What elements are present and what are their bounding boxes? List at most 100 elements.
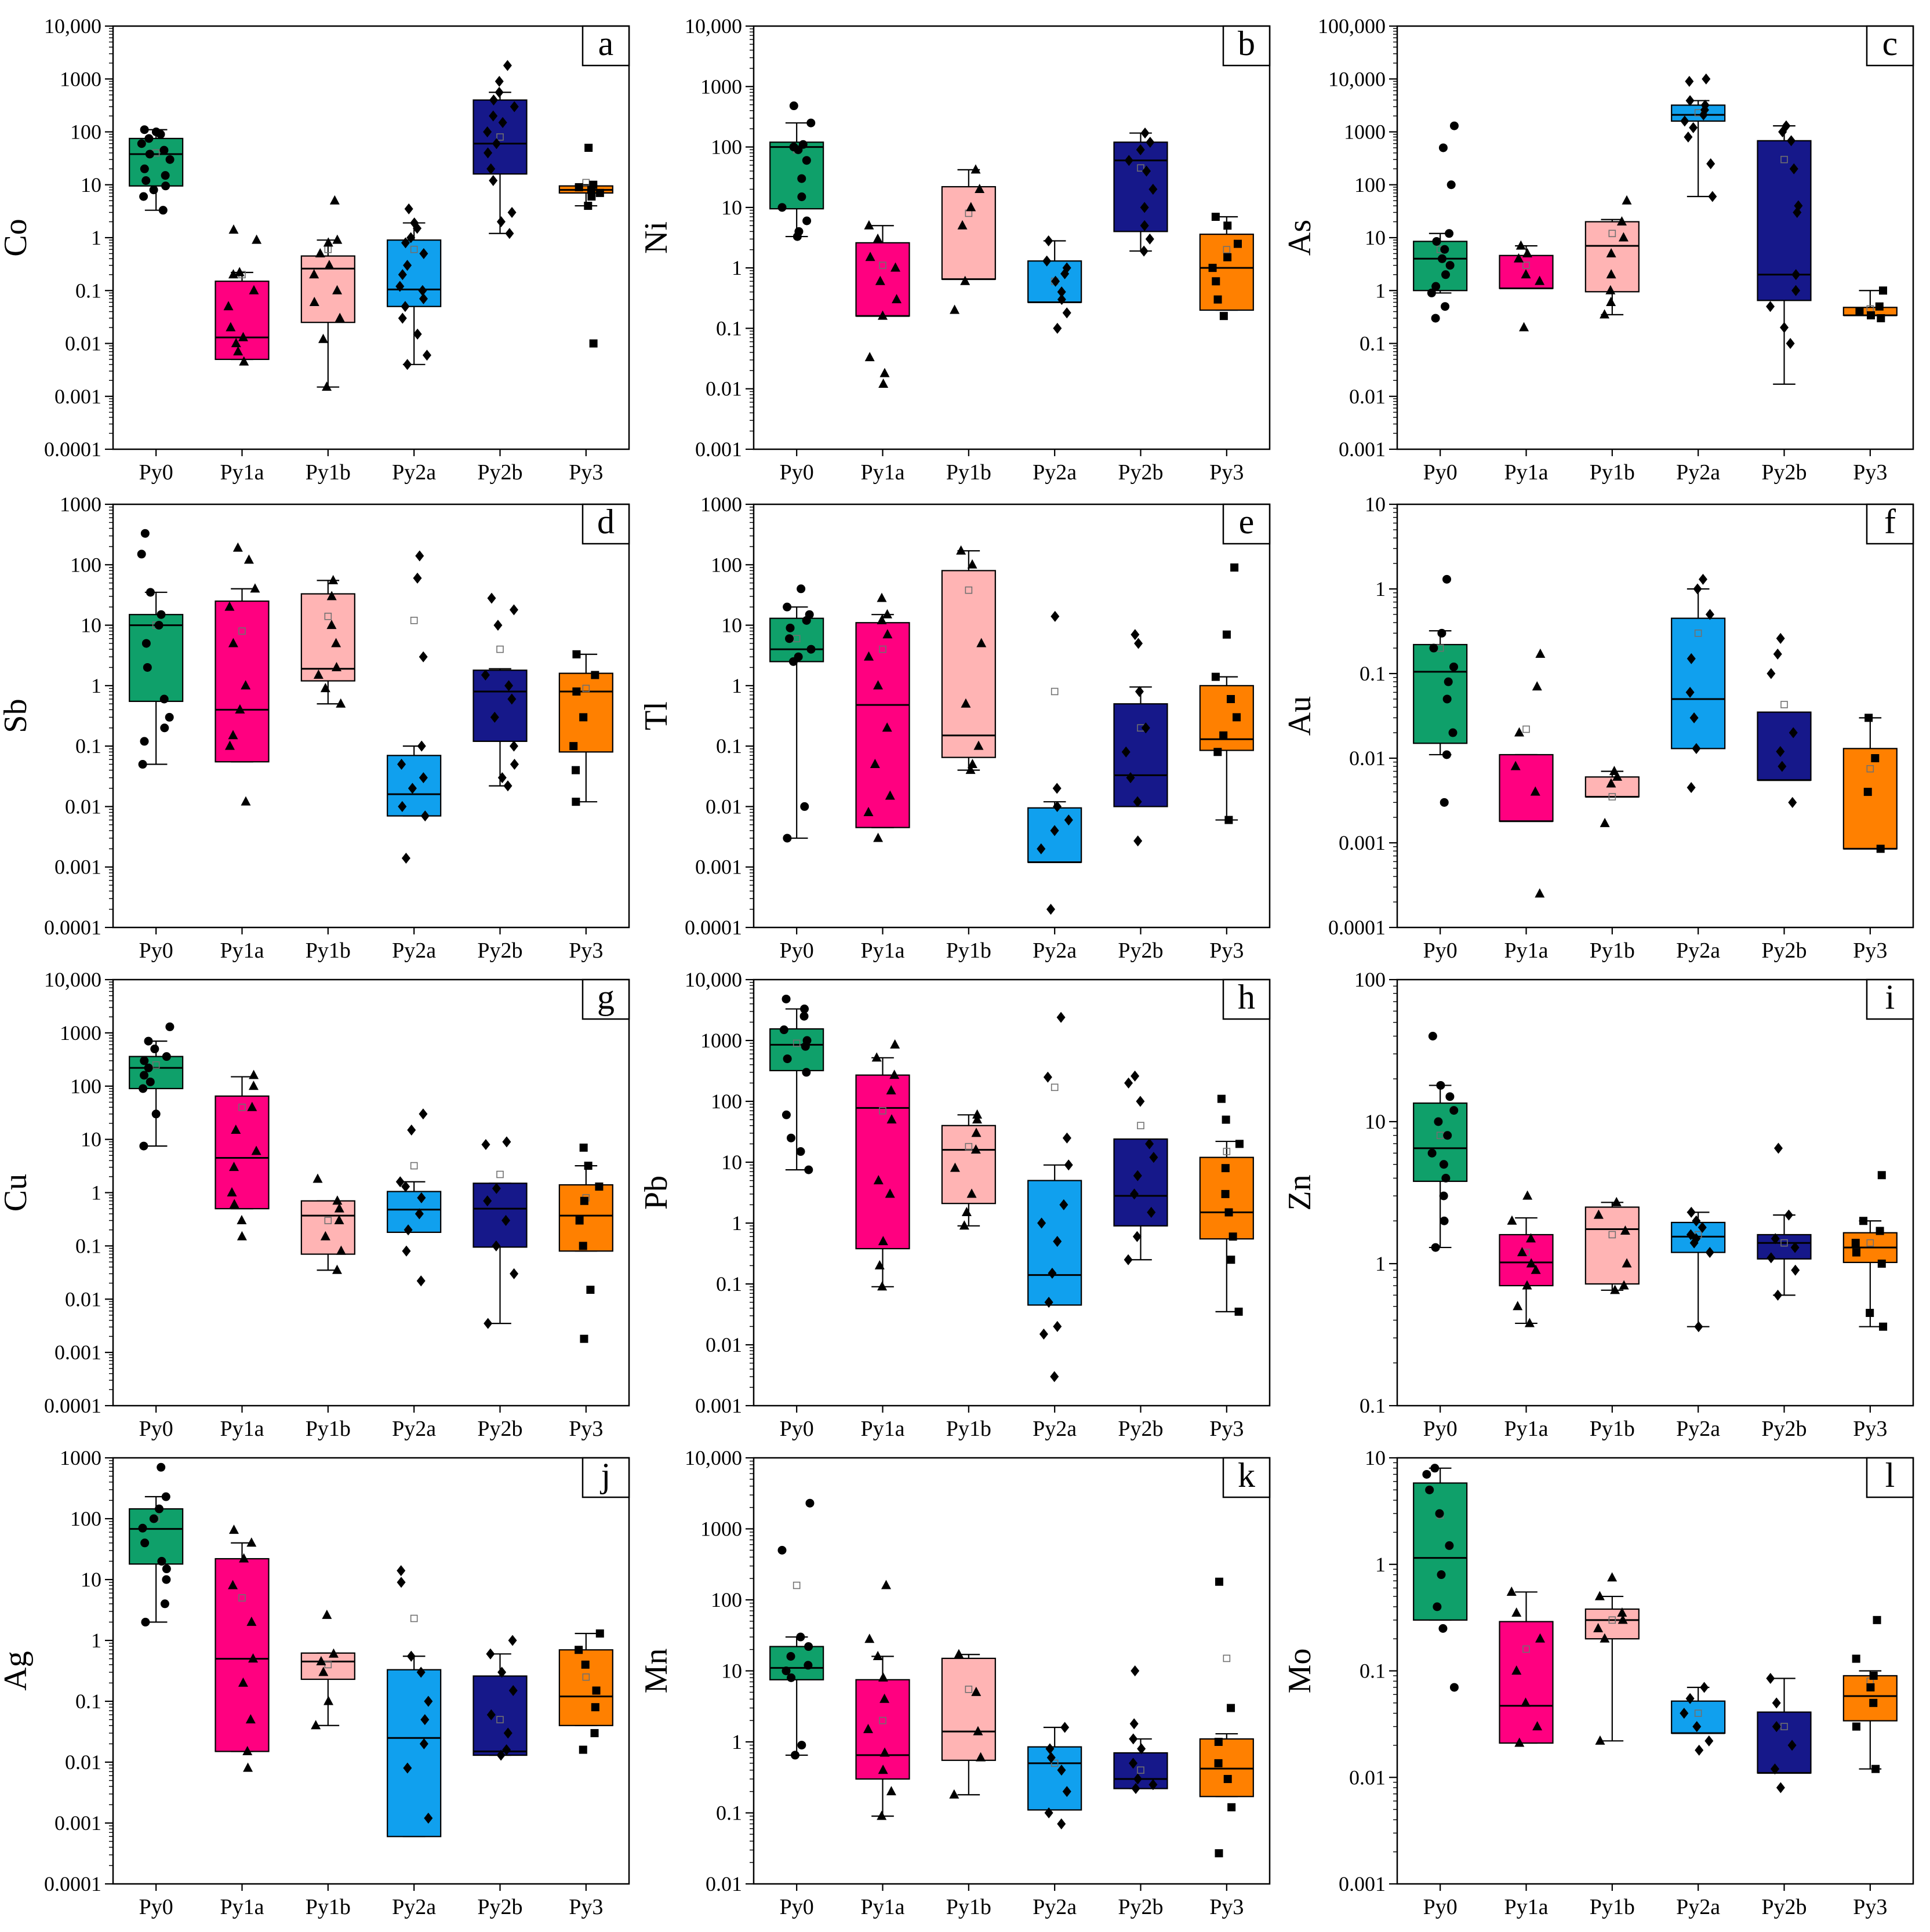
x-tick-label: Py0 <box>1423 1417 1458 1441</box>
data-point <box>1133 1170 1142 1181</box>
data-point <box>332 234 343 244</box>
data-point <box>224 601 235 611</box>
mean-marker <box>1522 1645 1530 1653</box>
data-point <box>1437 1570 1446 1580</box>
data-point <box>490 711 499 723</box>
data-point <box>873 1175 884 1185</box>
data-point <box>1510 761 1521 770</box>
data-point <box>243 1762 253 1772</box>
data-point <box>144 134 154 143</box>
data-point <box>1208 264 1217 272</box>
data-point <box>586 1286 595 1294</box>
panel-f: 0.0001 0.001 0.01 0.1 1 10 Py0 Py1a Py1b Py2a Py2b… <box>1282 493 1914 963</box>
y-tick-label: 0.1 <box>1360 332 1386 355</box>
data-point <box>157 1556 166 1566</box>
data-point <box>885 790 895 800</box>
box-Py0 <box>1413 1464 1468 1692</box>
box-Py0 <box>129 529 184 769</box>
y-tick-label: 10,000 <box>685 1446 742 1469</box>
data-point <box>165 155 175 164</box>
y-tick-label: 10 <box>721 614 742 637</box>
data-point <box>419 772 428 784</box>
data-point <box>1776 1782 1785 1793</box>
box-Py1b <box>1584 766 1640 827</box>
data-point <box>484 1318 493 1329</box>
data-point <box>1449 1106 1459 1115</box>
data-point <box>782 994 791 1003</box>
y-tick-label: 10,000 <box>44 968 101 991</box>
data-point <box>1062 1786 1071 1798</box>
iqr-box <box>1671 104 1726 122</box>
x-tick-label: Py0 <box>780 460 814 485</box>
iqr-box <box>855 622 910 828</box>
x-tick-label: Py2b <box>1761 460 1807 485</box>
iqr-box <box>855 242 910 317</box>
box-Py3 <box>1199 1094 1254 1316</box>
data-point <box>417 1192 426 1203</box>
y-axis-label: As <box>1282 220 1318 256</box>
data-point <box>1148 1779 1158 1791</box>
data-point <box>1772 1721 1781 1733</box>
data-point <box>248 1653 259 1663</box>
data-point <box>1136 144 1145 155</box>
data-point <box>1215 1577 1223 1586</box>
data-point <box>804 1642 813 1651</box>
data-point <box>949 1789 959 1799</box>
data-point <box>790 1751 799 1760</box>
x-tick-label: Py2a <box>1676 938 1720 963</box>
data-point <box>318 1667 329 1676</box>
data-point <box>1221 1164 1230 1173</box>
data-point <box>1695 1744 1704 1756</box>
data-point <box>242 1746 253 1756</box>
data-point <box>144 1063 153 1072</box>
data-point <box>971 1144 981 1154</box>
data-point <box>326 620 337 630</box>
y-tick-label: 10 <box>81 1128 101 1151</box>
x-tick-label: Py1b <box>306 1895 351 1919</box>
box-Py2a <box>1027 235 1082 334</box>
data-point <box>1513 253 1524 263</box>
data-point <box>966 202 976 212</box>
x-tick-label: Py2b <box>1118 1417 1163 1441</box>
y-tick-label: 100 <box>70 1507 101 1530</box>
data-point <box>1145 233 1154 245</box>
iqr-box <box>1413 241 1468 292</box>
box-Py1b <box>300 1609 355 1730</box>
x-tick-label: Py1a <box>220 1895 264 1919</box>
data-point <box>1600 817 1610 827</box>
data-point <box>1611 1196 1622 1206</box>
data-point <box>575 1216 584 1225</box>
y-tick-label: 1 <box>732 256 742 279</box>
data-point <box>1511 1607 1522 1617</box>
data-point <box>1039 1329 1048 1340</box>
box-Py2a <box>1671 573 1726 794</box>
mean-marker <box>1608 1231 1616 1239</box>
y-axis-label: Cu <box>0 1174 34 1211</box>
panel-k: 0.01 0.1 1 10 100 1000 10,000 Py0 Py1a Py1b Py2a Py… <box>638 1446 1271 1919</box>
iqr-box <box>300 593 355 682</box>
data-point <box>397 1577 406 1588</box>
box-Py1b <box>300 1173 355 1274</box>
mean-marker <box>1051 1083 1059 1091</box>
data-point <box>1773 648 1782 660</box>
data-point <box>1522 1190 1533 1200</box>
data-point <box>1129 1718 1139 1730</box>
data-point <box>864 220 874 230</box>
y-tick-label: 0.01 <box>706 377 742 401</box>
data-point <box>316 1656 326 1665</box>
data-point <box>165 1022 175 1031</box>
iqr-box <box>300 1200 355 1255</box>
data-point <box>1530 786 1540 796</box>
data-point <box>584 202 593 210</box>
iqr-box <box>941 186 996 280</box>
data-point <box>1864 714 1873 722</box>
data-point <box>419 1108 428 1120</box>
data-point <box>1879 286 1888 295</box>
x-tick-label: Py1b <box>946 1417 991 1441</box>
mean-marker <box>965 586 973 594</box>
plot-frame <box>1396 1457 1914 1885</box>
data-point <box>162 1564 171 1574</box>
data-point <box>1146 136 1155 148</box>
data-point <box>1698 573 1707 585</box>
data-point <box>1062 262 1071 274</box>
